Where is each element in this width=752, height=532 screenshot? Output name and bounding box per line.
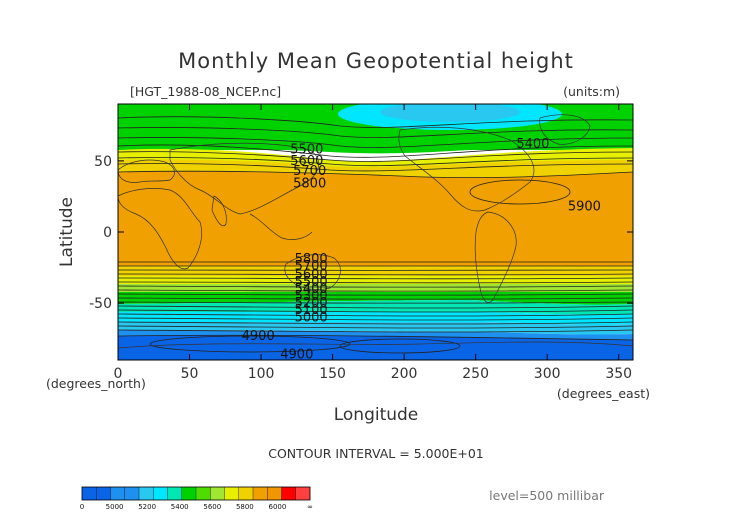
file-label: [HGT_1988-08_NCEP.nc] (130, 84, 281, 99)
colorbar-tick-label: 6000 (269, 503, 287, 511)
colorbar-tick-label: ∞ (307, 503, 313, 511)
y-unit-label: (degrees_north) (46, 376, 146, 391)
africa-outline (118, 188, 202, 270)
contour-label: 5400 (295, 282, 328, 297)
y-axis-label: Latitude (57, 197, 77, 267)
contour-label: 5000 (295, 310, 328, 325)
y-axis-ticks: 50 0 -50 (89, 154, 633, 312)
x-tick-label: 300 (534, 366, 561, 382)
colorbar-tick-label: 5800 (236, 503, 254, 511)
contour-labels: 5500 540056005700580059005800570056005500… (242, 137, 601, 362)
plot-area: 5500 540056005700580059005800570056005500… (118, 104, 633, 362)
colorbar-swatch (238, 487, 254, 500)
y-tick-label: 0 (103, 225, 112, 241)
colorbar-swatch (110, 487, 126, 500)
colorbar-tick-label: 5000 (106, 503, 124, 511)
x-unit-label: (degrees_east) (557, 386, 650, 401)
x-tick-label: 350 (605, 366, 632, 382)
contour-label: 5800 (295, 252, 328, 267)
contour-label: 5800 (293, 177, 326, 192)
colorbar-swatch (253, 487, 268, 500)
band-deepblue-south (118, 335, 633, 360)
band-yellow-north-inner (118, 159, 633, 178)
contour-label: 5500 (290, 143, 323, 158)
colorbar-swatch (196, 487, 211, 500)
x-axis-ticks: 0 50 100 150 200 250 300 350 (114, 104, 632, 382)
contour-interval-text: CONTOUR INTERVAL = 5.000E+01 (268, 446, 484, 461)
colorbar-tick-label: 0 (80, 503, 84, 511)
se-asia-outline (249, 213, 313, 240)
band-lightyellow-south (118, 276, 633, 284)
x-tick-label: 250 (462, 366, 489, 382)
y-tick-label: 50 (94, 154, 112, 170)
colorbar-tick-label: 5400 (171, 503, 189, 511)
colorbar-swatch (281, 487, 297, 500)
contour-label: 5100 (295, 303, 328, 318)
colorbar-tick-label: 5200 (138, 503, 156, 511)
contour-label: 5500 (295, 275, 328, 290)
y-tick-label: -50 (89, 296, 112, 312)
contour-label: 4900 (242, 329, 275, 344)
colorbar-swatch (82, 487, 97, 500)
coastlines (118, 114, 633, 349)
colorbar-swatch (224, 487, 240, 500)
north-america-outline (398, 126, 535, 212)
contour-label: 5600 (295, 268, 328, 283)
contour-label: 5300 (295, 289, 328, 304)
contour-label: 5700 (295, 259, 328, 274)
colorbar-swatch (124, 487, 140, 500)
contour-label: 5700 (293, 164, 326, 179)
greenland-outline (539, 114, 591, 145)
colorbar-swatch (139, 487, 154, 500)
colorbar-swatch (181, 487, 197, 500)
contour-label: 5400 (516, 137, 549, 152)
antarctica-outline (118, 341, 633, 349)
asia-outline (169, 142, 320, 215)
colorbar-swatch (96, 487, 111, 500)
colorbar-ticks: 0 5000 5200 5400 5600 5800 6000 ∞ (80, 503, 313, 511)
contour-lines (118, 116, 633, 354)
australia-outline (284, 254, 341, 290)
band-lightgreen-south (118, 284, 633, 292)
polar-low-north-inner (380, 104, 520, 122)
chart-title: Monthly Mean Geopotential height (178, 49, 574, 73)
contour-label: 5200 (295, 296, 328, 311)
x-axis-label: Longitude (334, 405, 419, 425)
level-text: level=500 millibar (489, 488, 605, 503)
units-label: (units:m) (563, 84, 620, 99)
contour-label: 4900 (280, 347, 313, 362)
contour-label: 5600 (290, 154, 323, 169)
europe-outline (118, 159, 175, 183)
contour-label: 5900 (568, 199, 601, 214)
x-tick-label: 150 (319, 366, 346, 382)
colorbar-swatch (153, 487, 168, 500)
x-tick-label: 100 (248, 366, 275, 382)
colorbar-swatch (167, 487, 183, 500)
south-america-outline (474, 211, 517, 303)
band-orange-tropics (118, 171, 633, 268)
x-tick-label: 200 (391, 366, 418, 382)
colorbar-swatch (210, 487, 225, 500)
x-tick-label: 50 (181, 366, 199, 382)
x-tick-label: 0 (114, 366, 123, 382)
colorbar-swatch (295, 487, 311, 500)
colorbar (81, 486, 311, 501)
india-outline (211, 195, 227, 227)
colorbar-tick-label: 5600 (203, 503, 221, 511)
colorbar-swatch (267, 487, 282, 500)
